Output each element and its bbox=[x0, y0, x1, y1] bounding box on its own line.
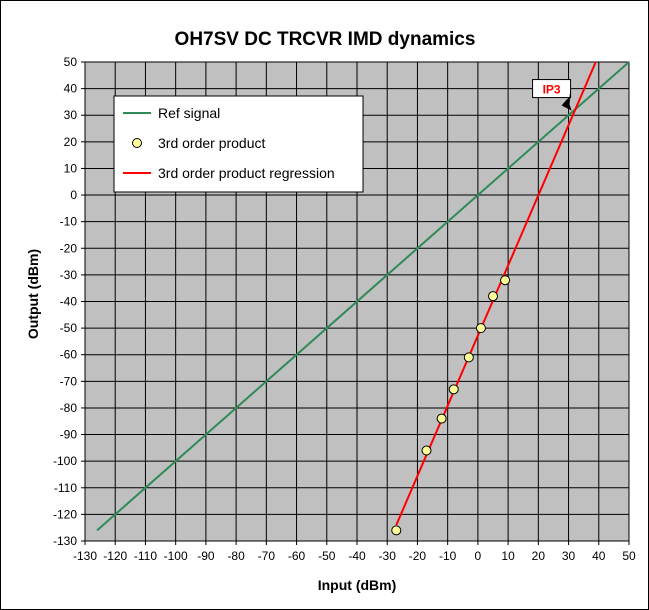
x-tick-label: -50 bbox=[318, 549, 336, 563]
y-tick-label: 50 bbox=[64, 55, 78, 69]
y-tick-label: -100 bbox=[53, 454, 77, 468]
x-tick-label: -130 bbox=[73, 549, 97, 563]
data-point-3rd-order bbox=[488, 291, 498, 302]
ip3-label: IP3 bbox=[543, 83, 561, 97]
x-tick-label: 0 bbox=[475, 549, 482, 563]
y-tick-label: 30 bbox=[64, 108, 78, 122]
y-tick-label: -110 bbox=[54, 481, 77, 495]
y-tick-label: -30 bbox=[60, 268, 78, 282]
y-tick-label: -60 bbox=[60, 348, 78, 362]
annotations: IP3 bbox=[532, 79, 572, 111]
y-tick-label: -120 bbox=[53, 507, 77, 521]
y-tick-label: -70 bbox=[60, 374, 78, 388]
y-tick-label: 40 bbox=[64, 82, 78, 96]
x-tick-label: -100 bbox=[164, 549, 188, 563]
y-axis-ticks: -130-120-110-100-90-80-70-60-50-40-30-20… bbox=[53, 55, 85, 548]
x-tick-label: 40 bbox=[592, 549, 606, 563]
chart-title: OH7SV DC TRCVR IMD dynamics bbox=[175, 29, 476, 50]
x-axis-ticks: -130 -120 -110 -100 -90 -80 -70 -60 -50 -40 -30 -20… bbox=[73, 541, 636, 563]
data-point-3rd-order bbox=[391, 525, 402, 536]
x-tick-label: -20 bbox=[409, 549, 427, 563]
y-tick-label: -20 bbox=[60, 241, 78, 255]
x-tick-label: 30 bbox=[562, 549, 576, 563]
x-tick-label: -60 bbox=[288, 549, 306, 563]
legend-label-3rd-order-regression: 3rd order product regression bbox=[158, 165, 335, 181]
x-tick-label: 50 bbox=[622, 549, 636, 563]
x-tick-label: -30 bbox=[379, 549, 397, 563]
x-tick-label: -120 bbox=[103, 549, 127, 563]
ref-signal-line bbox=[96, 61, 630, 532]
x-axis-title: Input (dBm) bbox=[318, 577, 397, 593]
ip3-arrow-head bbox=[561, 98, 572, 111]
y-tick-label: -80 bbox=[60, 401, 78, 415]
data-point-3rd-order bbox=[436, 413, 447, 424]
data-point-3rd-order bbox=[475, 323, 486, 334]
legend-label-3rd-order-product: 3rd order product bbox=[158, 135, 266, 151]
ip3-label-box bbox=[532, 79, 572, 99]
y-tick-label: -130 bbox=[53, 534, 77, 548]
data-point-3rd-order bbox=[463, 352, 474, 363]
data-point-3rd-order bbox=[500, 275, 511, 286]
y-tick-label: 0 bbox=[70, 188, 77, 202]
data-point-3rd-order bbox=[448, 384, 459, 395]
x-tick-label: -40 bbox=[348, 549, 366, 563]
legend-label-ref-signal: Ref signal bbox=[158, 105, 220, 121]
y-tick-label: 20 bbox=[64, 135, 78, 149]
x-tick-label: 20 bbox=[532, 549, 546, 563]
series-layer bbox=[96, 61, 630, 536]
data-point-3rd-order bbox=[421, 445, 432, 456]
x-tick-label: 10 bbox=[501, 549, 515, 563]
x-tick-label: -70 bbox=[258, 549, 276, 563]
y-axis-title: Output (dBm) bbox=[25, 249, 41, 339]
x-tick-label: -110 bbox=[134, 549, 157, 563]
y-tick-label: -40 bbox=[60, 295, 78, 309]
legend-box bbox=[113, 95, 364, 193]
y-tick-label: -10 bbox=[60, 215, 78, 229]
legend-swatch-3rd-order-product bbox=[132, 138, 142, 148]
y-tick-label: -90 bbox=[60, 428, 78, 442]
y-tick-label: 10 bbox=[64, 161, 78, 175]
x-tick-label: -90 bbox=[197, 549, 215, 563]
y-tick-label: -50 bbox=[60, 321, 78, 335]
legend: Ref signal 3rd order product 3rd order p… bbox=[113, 95, 364, 193]
x-tick-label: -10 bbox=[439, 549, 457, 563]
x-tick-label: -80 bbox=[227, 549, 245, 563]
